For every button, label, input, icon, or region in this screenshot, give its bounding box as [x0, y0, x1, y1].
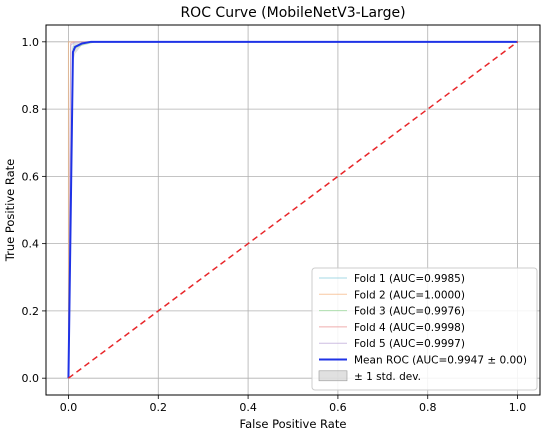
legend-swatch [318, 370, 348, 382]
legend-label: Fold 1 (AUC=0.9985) [354, 273, 465, 285]
legend-label: Fold 5 (AUC=0.9997) [354, 338, 465, 350]
chance-line [68, 41, 518, 379]
y-tick-label: 0.0 [22, 372, 40, 385]
y-tick-label: 0.8 [22, 103, 40, 116]
grid [46, 25, 540, 395]
y-tick-label: 0.2 [22, 305, 40, 318]
plot-frame [45, 24, 541, 396]
chart-title: ROC Curve (MobileNetV3-Large) [180, 5, 405, 21]
x-tick-label: 0.0 [60, 401, 78, 414]
y-tick-label: 0.6 [22, 170, 40, 183]
x-tick-label: 0.6 [329, 401, 347, 414]
x-tick-label: 0.4 [239, 401, 257, 414]
legend-label: Fold 2 (AUC=1.0000) [354, 289, 465, 301]
legend-label: Fold 4 (AUC=0.9998) [354, 322, 465, 334]
x-tick-label: 0.8 [419, 401, 437, 414]
series-lines [67, 40, 518, 379]
x-axis-label: False Positive Rate [240, 417, 347, 431]
y-tick-label: 0.4 [22, 238, 40, 251]
legend: Fold 1 (AUC=0.9985) Fold 2 (AUC=1.0000) Fo… [311, 267, 538, 391]
axis-ticks: 0.0 0.2 0.4 0.6 0.8 1.0 0.0 0.2 0.4 0.6 0.8 1.0 [22, 36, 527, 414]
legend-label: ± 1 std. dev. [354, 371, 421, 383]
legend-label: Fold 3 (AUC=0.9976) [354, 306, 465, 318]
legend-box [311, 267, 538, 391]
legend-label: Mean ROC (AUC=0.9947 ± 0.00) [354, 355, 527, 367]
mean-roc-line [67, 40, 518, 379]
x-tick-label: 0.2 [150, 401, 168, 414]
y-axis-label: True Positive Rate [3, 159, 17, 262]
x-tick-label: 1.0 [509, 401, 527, 414]
y-tick-label: 1.0 [22, 36, 40, 49]
